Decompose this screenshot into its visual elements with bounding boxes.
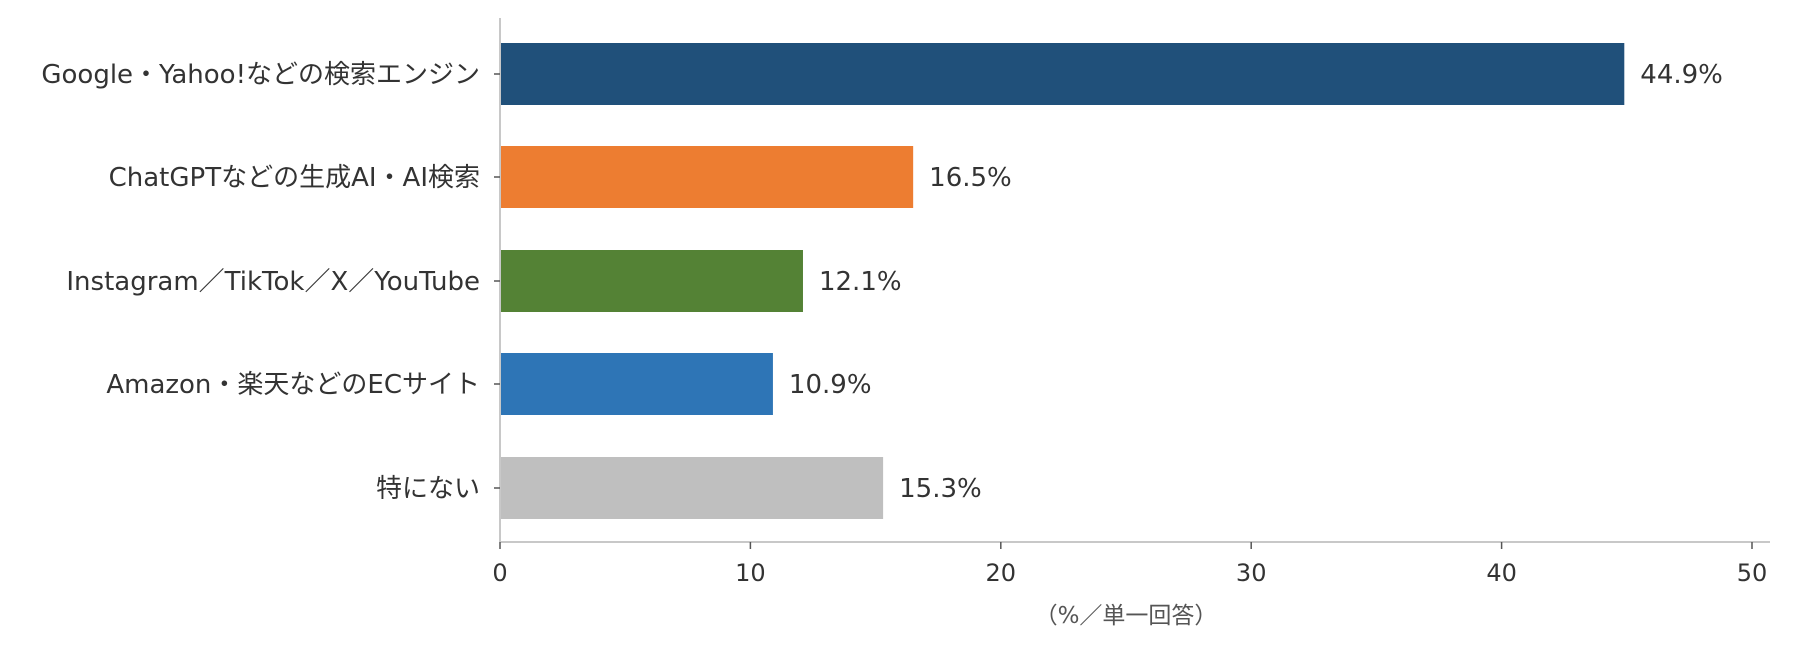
- x-tick-label: 40: [1486, 559, 1517, 587]
- bars-layer: [500, 43, 1625, 519]
- bar-2: [500, 146, 914, 208]
- bar-4: [500, 353, 773, 415]
- ticks-layer: [494, 73, 1753, 549]
- category-label: Amazon・楽天などのECサイト: [106, 370, 480, 400]
- x-tick-label: 50: [1737, 559, 1768, 587]
- x-tick-label: 10: [735, 559, 766, 587]
- x-tick-label: 30: [1236, 559, 1267, 587]
- category-label: Google・Yahoo!などの検索エンジン: [41, 60, 480, 90]
- value-label: 15.3%: [899, 474, 982, 504]
- x-tick-label: 0: [492, 559, 507, 587]
- x-axis-title: （%／単一回答）: [1035, 603, 1218, 629]
- bar-3: [500, 250, 803, 312]
- bar-5: [500, 457, 884, 519]
- value-label: 44.9%: [1640, 60, 1723, 90]
- category-label: Instagram／TikTok／X／YouTube: [66, 267, 480, 297]
- value-label: 10.9%: [789, 370, 872, 400]
- bar-1: [500, 43, 1625, 105]
- labels-layer: Google・Yahoo!などの検索エンジン 44.9% ChatGPTなどの生成A…: [41, 60, 1767, 587]
- axes-layer: [499, 18, 1770, 543]
- value-label: 12.1%: [819, 267, 902, 297]
- x-tick-label: 20: [986, 559, 1017, 587]
- value-label: 16.5%: [929, 163, 1012, 193]
- category-label: ChatGPTなどの生成AI・AI検索: [109, 163, 480, 193]
- category-label: 特にない: [376, 474, 480, 504]
